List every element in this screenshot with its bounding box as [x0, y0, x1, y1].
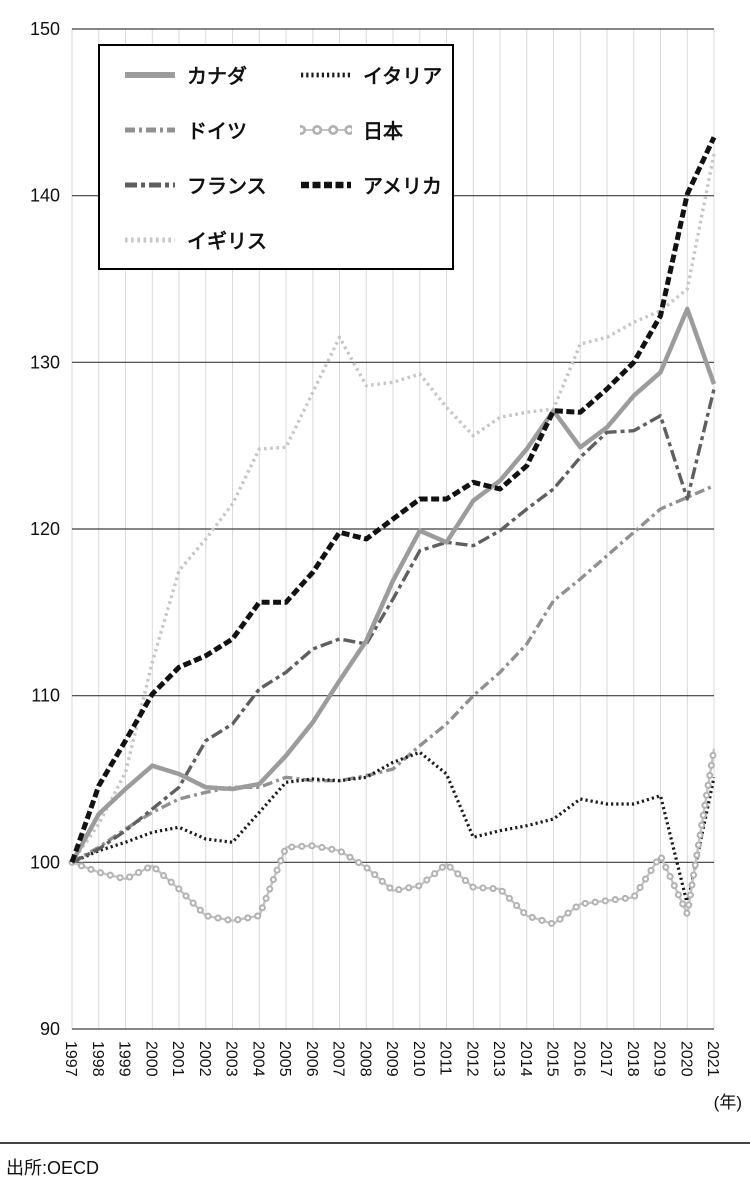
- legend-swatch-italy: [301, 72, 351, 77]
- legend-item: アメリカ: [300, 170, 452, 199]
- x-axis-year-label: 2021: [704, 1041, 721, 1077]
- x-axis-year-label: 2006: [303, 1041, 320, 1077]
- x-axis-year-label: 1998: [89, 1041, 106, 1077]
- x-axis-year-label: 2007: [330, 1041, 347, 1077]
- legend-label: フランス: [187, 176, 267, 198]
- x-axis-year-label: 2002: [196, 1041, 213, 1077]
- y-axis-tick-label: 150: [30, 19, 60, 39]
- legend-label: カナダ: [187, 66, 247, 88]
- legend-label: イギリス: [187, 231, 267, 253]
- x-axis-year-label: 2012: [463, 1041, 480, 1077]
- legend-label: 日本: [363, 121, 403, 143]
- series-japan-inner: [70, 747, 716, 926]
- y-axis-tick-label: 140: [30, 186, 60, 206]
- legend-item: イギリス: [124, 225, 300, 254]
- series-germany: [71, 484, 715, 864]
- legend: カナダ イタリアドイツ 日本フランス アメリカイギリス: [98, 44, 454, 270]
- source-text: 出所:OECD: [6, 1158, 100, 1178]
- x-axis-year-label: 2010: [410, 1041, 427, 1077]
- x-axis-year-label: 2009: [383, 1041, 400, 1077]
- y-axis-tick-label: 130: [30, 352, 60, 372]
- legend-item: 日本: [300, 115, 452, 144]
- x-axis-year-label: 2000: [142, 1041, 159, 1077]
- legend-item: イタリア: [300, 60, 452, 89]
- x-axis-year-label: 2005: [276, 1041, 293, 1077]
- x-axis-year-label: 1997: [62, 1041, 79, 1077]
- x-axis-year-label: 2008: [356, 1041, 373, 1077]
- x-axis-year-label: 2016: [570, 1041, 587, 1077]
- x-axis-year-label: 2004: [249, 1041, 266, 1077]
- legend-swatch-uk: [125, 237, 175, 242]
- legend-swatch-france: [125, 182, 175, 187]
- x-axis-year-label: 2017: [597, 1041, 614, 1077]
- legend-label: イタリア: [363, 66, 443, 88]
- legend-swatch-germany: [125, 127, 175, 132]
- legend-item: ドイツ: [124, 115, 300, 144]
- series-canada: [70, 306, 717, 864]
- x-axis-year-label: 2018: [624, 1041, 641, 1077]
- y-axis-tick-label: 100: [30, 852, 60, 872]
- legend-swatch-usa: [301, 181, 351, 188]
- x-axis-year-label: 2020: [677, 1041, 694, 1077]
- y-axis-tick-label: 110: [31, 686, 60, 706]
- legend-item: フランス: [124, 170, 300, 199]
- series-usa: [69, 136, 717, 864]
- legend-swatch-japan: [300, 124, 352, 135]
- legend-label: ドイツ: [187, 121, 247, 143]
- y-axis-tick-label: 120: [30, 519, 60, 539]
- x-axis-year-label: 2011: [437, 1041, 454, 1076]
- series-uk: [70, 153, 716, 864]
- x-axis-year-label: 1999: [116, 1041, 133, 1077]
- x-axis-year-label: 2001: [169, 1041, 186, 1077]
- x-axis-year-label: 2015: [544, 1041, 561, 1077]
- legend-item: カナダ: [124, 60, 300, 89]
- x-axis-year-label: 2019: [651, 1041, 668, 1077]
- y-axis-tick-label: 90: [40, 1019, 60, 1039]
- x-axis-year-label: 2013: [490, 1041, 507, 1077]
- series-france: [71, 388, 716, 864]
- legend-swatch-canada: [125, 71, 175, 78]
- x-axis-unit-label: (年): [714, 1093, 742, 1112]
- x-axis-year-label: 2014: [517, 1041, 534, 1077]
- series-italy: [71, 750, 716, 906]
- x-axis-year-label: 2003: [223, 1041, 240, 1077]
- source-note: 出所:OECD: [0, 1142, 750, 1180]
- legend-label: アメリカ: [363, 176, 442, 198]
